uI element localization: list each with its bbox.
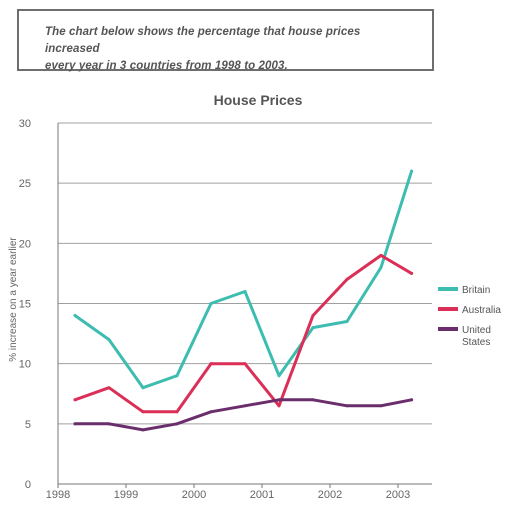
legend-label-britain: Britain [462, 285, 490, 296]
data-point-britain-5 [243, 289, 247, 293]
data-point-united-states-8 [345, 404, 349, 408]
data-point-australia-1 [107, 386, 111, 390]
data-point-britain-10 [410, 169, 414, 173]
prompt-line-1: The chart below shows the percentage tha… [45, 26, 361, 55]
y-tick-label-20: 20 [19, 238, 31, 250]
y-axis-label: % increase on a year earlier [8, 237, 19, 362]
data-point-united-states-6 [277, 398, 281, 402]
series-line-britain [73, 169, 414, 390]
data-point-united-states-1 [107, 422, 111, 426]
y-tick-label-0: 0 [25, 479, 31, 491]
data-point-united-states-10 [410, 398, 414, 402]
data-point-australia-6 [277, 404, 281, 408]
data-point-australia-3 [175, 410, 179, 414]
data-point-united-states-2 [141, 428, 145, 432]
x-tick-label-2001: 2001 [250, 489, 274, 501]
legend-label-australia: Australia [462, 305, 501, 316]
y-tick-label-25: 25 [19, 178, 31, 190]
data-point-united-states-5 [243, 404, 247, 408]
x-tick-label-2003: 2003 [386, 489, 410, 501]
data-point-britain-1 [107, 338, 111, 342]
x-tick-label-2002: 2002 [318, 489, 342, 501]
data-point-britain-8 [345, 320, 349, 324]
data-point-britain-3 [175, 374, 179, 378]
data-point-britain-4 [209, 302, 213, 305]
y-tick-label-15: 15 [19, 299, 31, 311]
data-point-united-states-0 [73, 422, 77, 426]
y-tick-label-30: 30 [19, 118, 31, 130]
chart-title: House Prices [213, 92, 303, 108]
x-tick-label-1999: 1999 [114, 489, 138, 501]
data-point-united-states-4 [209, 410, 213, 414]
data-point-australia-7 [311, 314, 315, 318]
x-tick-label-2000: 2000 [182, 489, 206, 501]
data-point-australia-9 [379, 253, 383, 257]
data-point-britain-9 [379, 265, 383, 269]
legend-label-united-states-1: States [462, 337, 490, 348]
data-point-britain-7 [311, 326, 315, 330]
data-point-united-states-9 [379, 404, 383, 408]
data-point-australia-10 [410, 271, 414, 275]
chart-prompt-box: The chart below shows the percentage tha… [17, 9, 434, 72]
x-tick-label-1998: 1998 [46, 489, 70, 501]
data-point-united-states-7 [311, 398, 315, 402]
data-point-britain-6 [277, 374, 281, 378]
data-point-britain-0 [73, 314, 77, 318]
data-point-australia-5 [243, 362, 247, 366]
y-tick-label-5: 5 [25, 419, 31, 431]
data-point-britain-2 [141, 386, 145, 390]
series-line-australia [73, 253, 414, 414]
legend-label-united-states-0: United [462, 325, 491, 336]
data-point-australia-8 [345, 277, 349, 281]
data-point-australia-0 [73, 398, 77, 402]
prompt-line-2: every year in 3 countries from 1998 to 2… [45, 60, 288, 72]
series-line-united-states [73, 398, 414, 432]
data-point-australia-2 [141, 410, 145, 414]
data-point-australia-4 [209, 362, 213, 366]
y-tick-label-10: 10 [19, 359, 31, 371]
data-point-united-states-3 [175, 422, 179, 426]
